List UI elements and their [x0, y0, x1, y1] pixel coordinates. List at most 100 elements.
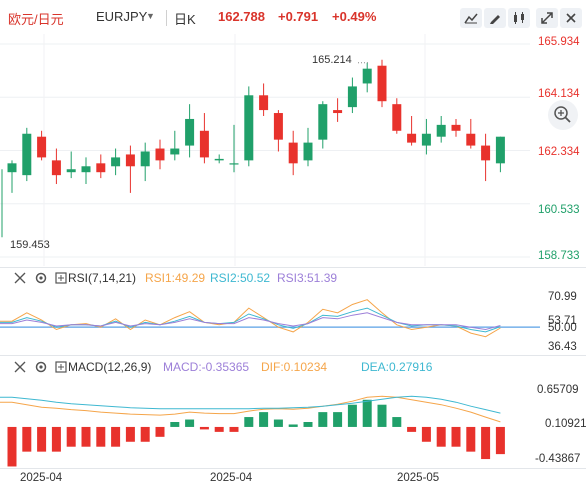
candle-body: [362, 68, 372, 84]
candle-body: [318, 104, 328, 140]
price-label-4: 160.533: [538, 204, 580, 216]
candle-body: [155, 148, 165, 161]
macd-bar: [111, 426, 121, 447]
price-change-pct: +0.49%: [332, 9, 377, 24]
collapse-icon[interactable]: [14, 359, 26, 376]
candle-body: [436, 124, 446, 137]
macd-bar: [185, 419, 195, 427]
candle-body: [333, 110, 343, 114]
macd-bar: [421, 426, 431, 442]
rsi-line-rsi1: [0, 299, 501, 338]
gear-icon[interactable]: [34, 270, 48, 287]
candle-body: [421, 133, 431, 146]
chevron-down-icon[interactable]: ▼: [146, 11, 155, 21]
header-divider: [166, 10, 167, 26]
price-label-5: 158.733: [538, 250, 580, 262]
rsi1-value: RSI1:49.29: [145, 271, 206, 285]
draw-pen-icon[interactable]: [484, 8, 506, 28]
candle-body: [466, 133, 476, 146]
macd-bar: [392, 417, 402, 427]
rsi-chart[interactable]: [0, 287, 586, 353]
macd-bar: [81, 426, 91, 447]
gear-icon[interactable]: [34, 359, 48, 376]
macd-bar: [318, 412, 328, 427]
close-icon[interactable]: [560, 8, 582, 28]
candle-body: [407, 133, 417, 143]
rsi-level-3: 50.00: [548, 322, 577, 334]
macd-bar: [155, 426, 165, 437]
indicator-box-icon[interactable]: [55, 359, 67, 376]
candle-body: [451, 124, 461, 131]
time-label-3: 2025-05: [397, 472, 440, 484]
macd-bar: [22, 426, 32, 452]
candle-body: [66, 169, 76, 173]
macd-bar: [481, 426, 491, 460]
candlestick-chart[interactable]: [0, 34, 586, 266]
macd-title[interactable]: MACD(12,26,9): [68, 360, 152, 374]
rsi-title[interactable]: RSI(7,14,21): [68, 271, 137, 285]
macd-bar: [96, 426, 106, 447]
price-label-3: 162.334: [538, 146, 580, 158]
dif-value: DIF:0.10234: [261, 360, 328, 374]
macd-bar: [288, 424, 298, 427]
macd-bar: [7, 426, 17, 467]
dea-value: DEA:0.27916: [361, 360, 433, 374]
rsi-legend: RSI(7,14,21) RSI1:49.29 RSI2:50.52 RSI3:…: [0, 269, 586, 287]
interval-selector[interactable]: 日K: [174, 12, 196, 27]
candle-body: [259, 95, 269, 111]
low-price-marker: 159.453: [10, 239, 50, 251]
panel-divider-1[interactable]: [0, 267, 586, 268]
macd-level-2: 0.10921: [545, 418, 586, 430]
price-label-1: 165.934: [538, 36, 580, 48]
macd-bar: [333, 412, 343, 427]
rsi-line-rsi3: [0, 312, 501, 331]
rsi3-value: RSI3:51.39: [277, 271, 338, 285]
macd-bar: [495, 426, 505, 455]
macd-bar: [229, 426, 239, 432]
macd-bar: [347, 404, 357, 427]
candle-body: [37, 136, 47, 158]
candle-body: [199, 130, 209, 158]
candle-body: [495, 136, 505, 164]
indicator-box-icon[interactable]: [55, 270, 67, 287]
symbol-code[interactable]: EURJPY: [96, 9, 148, 24]
candle-body: [347, 86, 357, 108]
macd-legend: MACD(12,26,9) MACD:-0.35365 DIF:0.10234 …: [0, 358, 586, 376]
candle-body: [481, 145, 491, 161]
candle-body: [7, 163, 17, 173]
macd-bar: [259, 412, 269, 427]
price-change: +0.791: [278, 9, 319, 24]
macd-bar: [66, 426, 76, 447]
macd-bar: [37, 426, 47, 452]
rsi-line-rsi2: [0, 307, 501, 333]
macd-bar: [125, 426, 135, 442]
candle-body: [170, 148, 180, 155]
macd-bar: [303, 422, 313, 427]
macd-bar: [436, 426, 446, 447]
chart-header: 欧元/日元 EURJPY ▼ 日K 162.788 +0.791 +0.49%: [0, 0, 586, 34]
candle-body: [214, 158, 224, 161]
macd-bar: [407, 426, 417, 432]
candle-body: [140, 151, 150, 167]
chart-type-icon[interactable]: [508, 8, 530, 28]
dif-line: [0, 395, 501, 423]
candle-body: [244, 95, 254, 161]
macd-bar: [244, 417, 254, 427]
macd-chart[interactable]: [0, 376, 586, 468]
macd-bar: [51, 426, 61, 452]
candle-body: [185, 118, 195, 146]
fullscreen-icon[interactable]: [536, 8, 558, 28]
dea-line: [0, 395, 501, 414]
symbol-name[interactable]: 欧元/日元: [8, 12, 64, 27]
time-label-1: 2025-04: [20, 472, 63, 484]
collapse-icon[interactable]: [14, 270, 26, 287]
zoom-control[interactable]: [548, 100, 578, 130]
candle-body: [22, 133, 32, 176]
candle-body: [96, 163, 106, 173]
panel-divider-2[interactable]: [0, 355, 586, 356]
macd-bar: [140, 426, 150, 442]
candle-body: [392, 104, 402, 131]
indicator-icon[interactable]: [460, 8, 482, 28]
macd-bar: [451, 426, 461, 447]
high-price-marker: 165.214: [312, 54, 352, 66]
